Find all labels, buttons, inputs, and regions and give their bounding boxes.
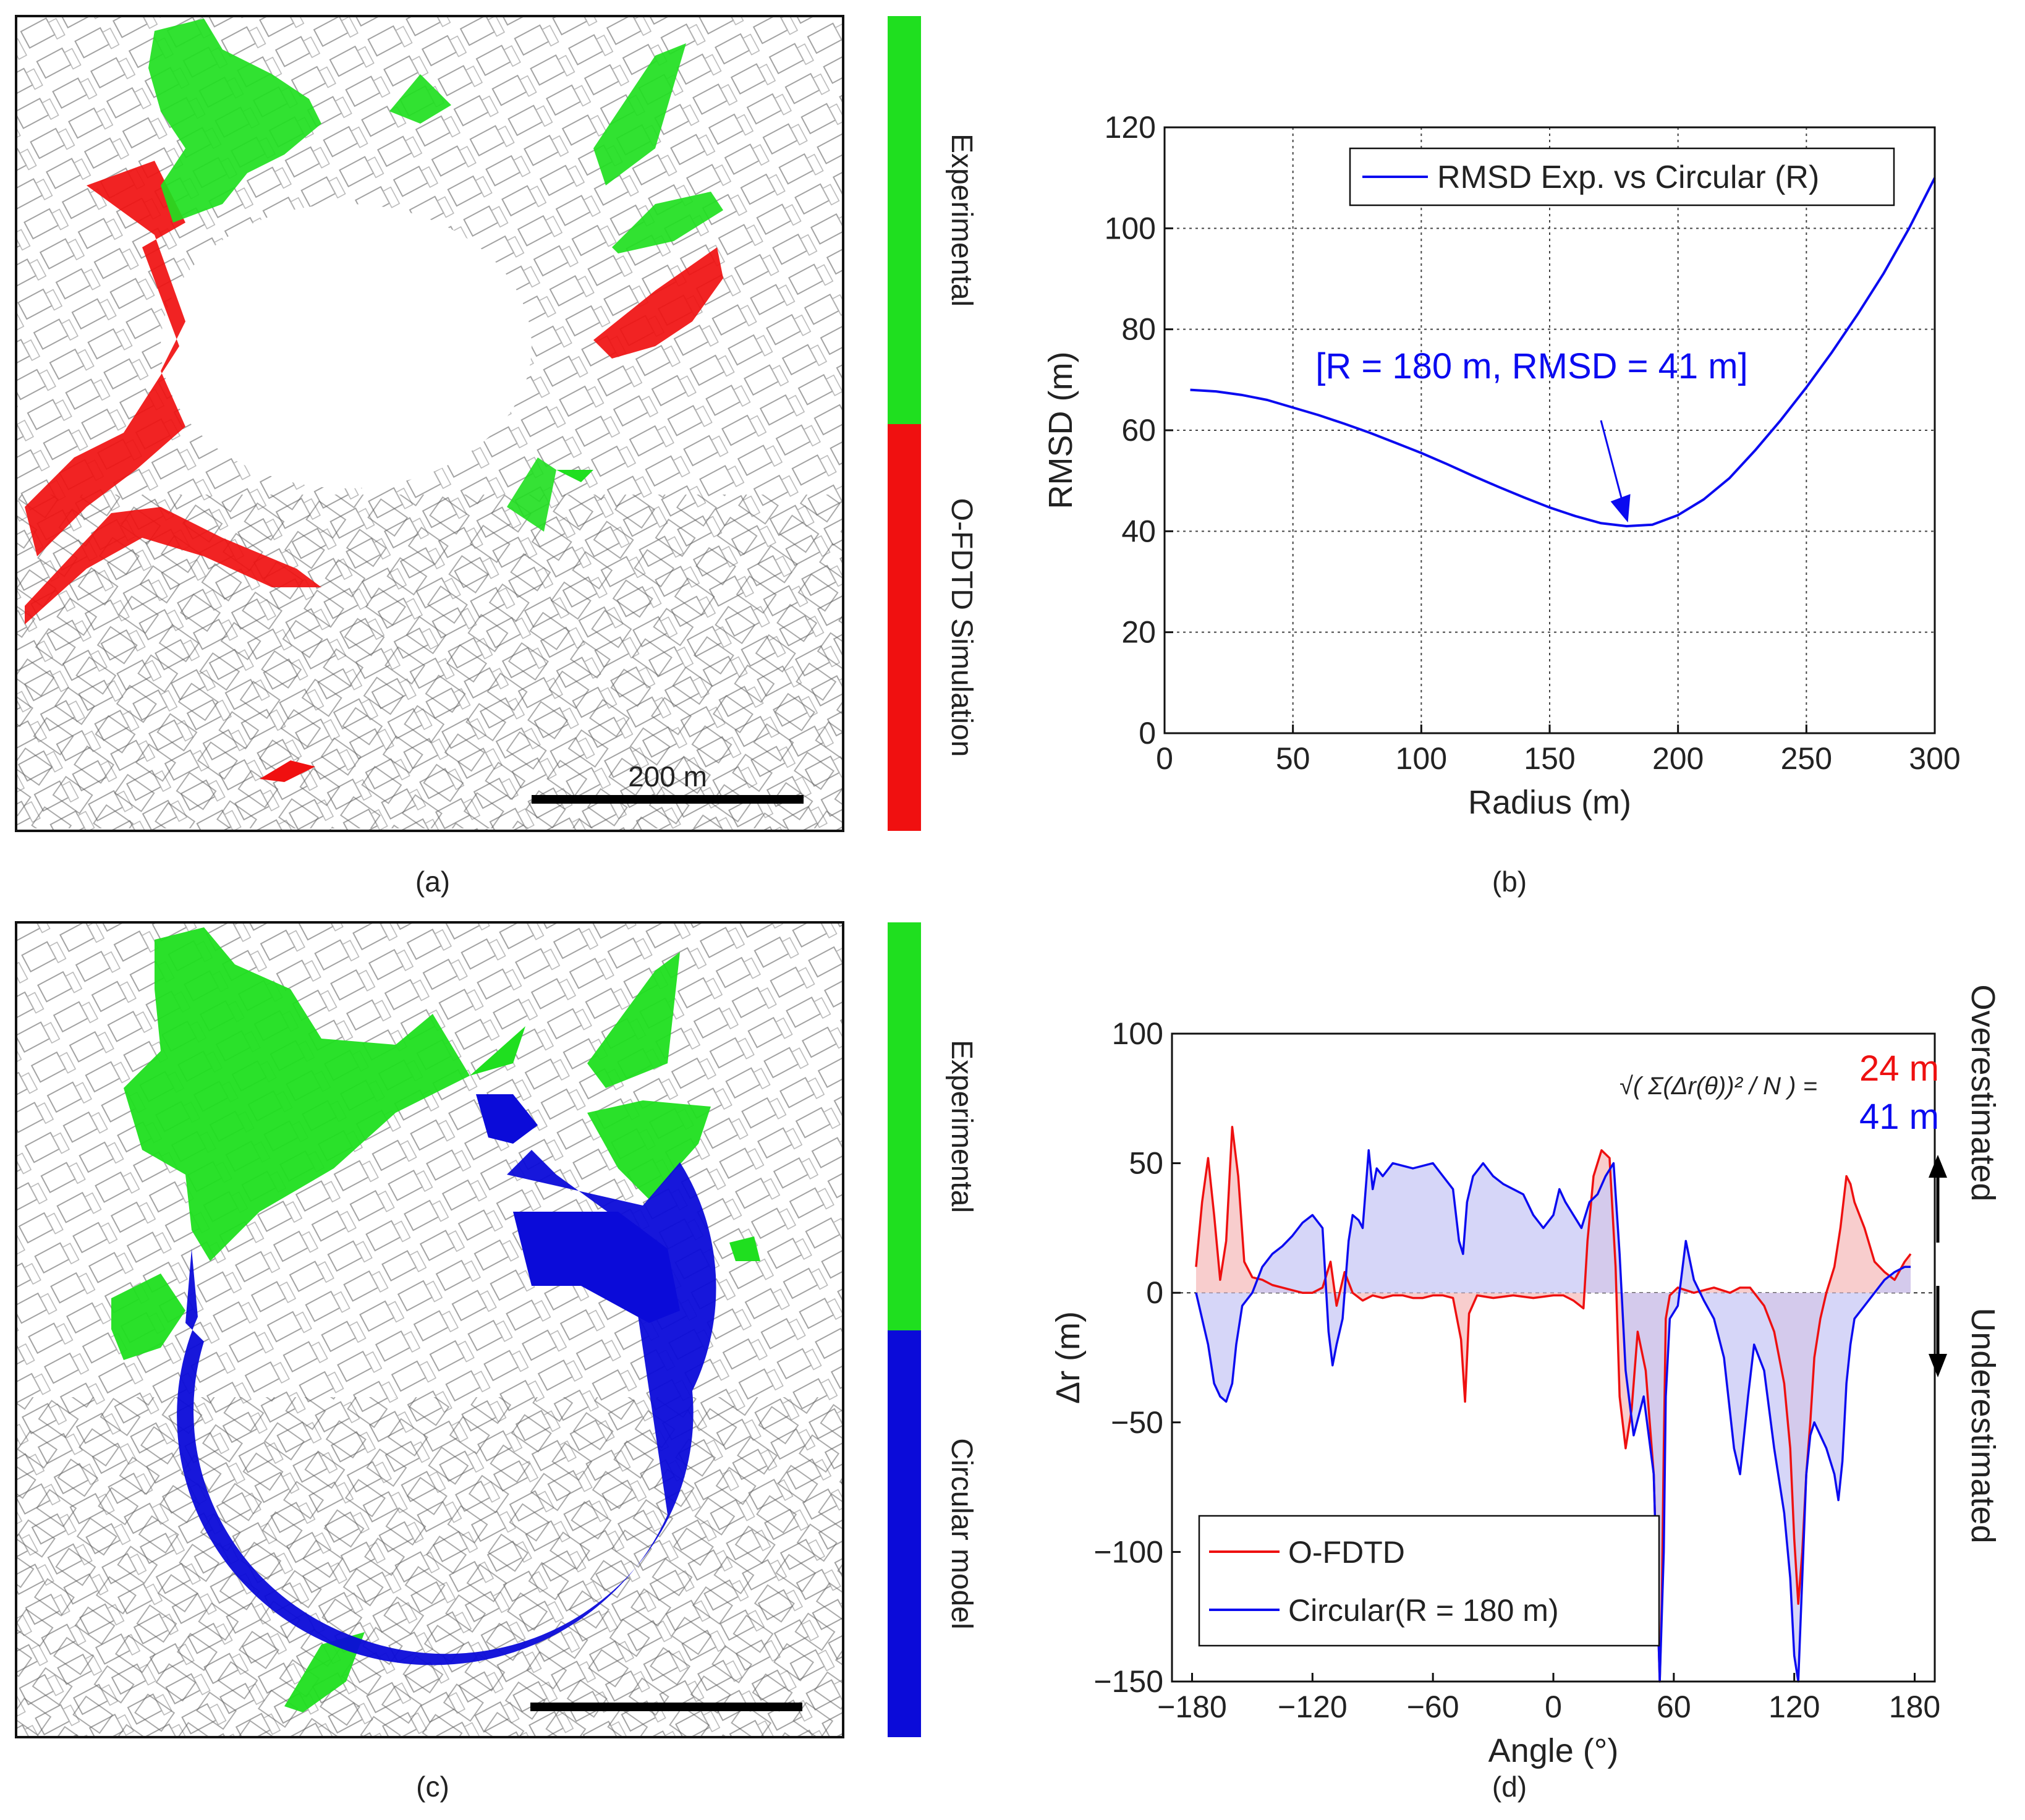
y-tick-label: 60 [1121,413,1156,448]
y-tick-label: 80 [1121,312,1156,347]
x-tick-label: 120 [1768,1690,1820,1724]
x-tick-label: 180 [1889,1690,1940,1724]
over-arrow-head [1929,1155,1947,1178]
colorbar-a: Experimental O-FDTD Simulation [888,16,978,831]
colorbar-c: Experimental Circular model [888,922,978,1737]
y-tick-label: 0 [1146,1275,1163,1310]
rmsd-formula-box: √( Σ(Δr(θ))² / N ) = 24 m 41 m [1620,1048,1939,1137]
y-tick-label: 100 [1112,1016,1163,1051]
underestimated-label: Underestimated [1964,1308,2002,1543]
y-axis-label: Δr (m) [1050,1311,1087,1404]
map-panel-c [15,921,844,1738]
x-tick-label: 250 [1781,741,1832,776]
y-tick-label: 0 [1139,716,1156,751]
under-arrow-head [1929,1354,1947,1377]
y-tick-label: −50 [1111,1405,1163,1440]
legend-box-b [1349,147,1895,206]
legend-label-b: RMSD Exp. vs Circular (R) [1437,159,1819,195]
x-tick-label: 50 [1276,741,1310,776]
y-tick-label: 20 [1121,615,1156,650]
x-tick-label: 0 [1545,1690,1562,1724]
colorbar-a-label-experimental: Experimental [945,134,978,307]
y-tick-label: 50 [1129,1146,1163,1181]
map-panel-a: 200 m [15,15,844,832]
rmsd-formula: √( Σ(Δr(θ))² / N ) = [1620,1073,1817,1100]
annotation-arrow [1600,420,1624,504]
colorbar-a-experimental [888,16,921,424]
x-tick-label: −60 [1407,1690,1459,1724]
x-tick-label: 200 [1652,741,1704,776]
colorbar-c-label-circular: Circular model [945,1438,978,1629]
y-tick-label: −100 [1093,1534,1163,1569]
panel-label-b: (b) [1492,865,1527,898]
x-tick-label: 150 [1524,741,1575,776]
annotation-arrow-head [1610,494,1631,523]
panel-label-a: (a) [415,865,450,898]
legend-label-ofdtd: O-FDTD [1288,1535,1405,1570]
series-line-0 [1190,177,1936,528]
y-tick-label: 100 [1105,211,1156,245]
colorbar-a-simulation [888,424,921,831]
legend-label-circular: Circular(R = 180 m) [1288,1593,1559,1628]
scale-bar-label-a: 200 m [628,760,707,793]
colorbar-c-circular [888,1330,921,1737]
colorbar-a-label-simulation: O-FDTD Simulation [945,498,978,757]
panel-label-d: (d) [1492,1771,1527,1803]
x-tick-label: −120 [1278,1690,1348,1724]
rmsd-ofdtd-value: 24 m [1859,1048,1939,1089]
chart-d: −180 −120 −60 0 60 120 180 −150 −100 −50 0 50 100 Ang… [1050,1016,1940,1769]
x-tick-label: 60 [1657,1690,1691,1724]
x-tick-label: −180 [1157,1690,1227,1724]
series-fill-1 [1195,1150,1911,1682]
x-axis-label: Radius (m) [1468,784,1631,821]
overestimated-label: Overestimated [1964,984,2002,1201]
annotation-min: [R = 180 m, RMSD = 41 m] [1315,346,1747,386]
y-tick-label: −150 [1093,1664,1163,1699]
y-axis-label: RMSD (m) [1042,352,1079,509]
y-tick-label: 40 [1121,514,1156,548]
colorbar-c-experimental [888,922,921,1330]
x-axis-label: Angle (°) [1488,1732,1619,1769]
x-tick-label: 300 [1909,741,1960,776]
y-tick-label: 120 [1105,110,1156,145]
x-tick-label: 0 [1156,741,1173,776]
chart-b: 0 50 100 150 200 250 300 0 20 40 60 80 100 120 Radius … [1042,110,1961,821]
panel-label-c: (c) [416,1771,449,1803]
legend-box-d [1198,1515,1660,1647]
over-under-annotation: Overestimated Underestimated [1929,984,2002,1544]
rmsd-circular-value: 41 m [1859,1097,1939,1137]
x-tick-label: 100 [1396,741,1447,776]
colorbar-c-label-experimental: Experimental [945,1040,978,1213]
